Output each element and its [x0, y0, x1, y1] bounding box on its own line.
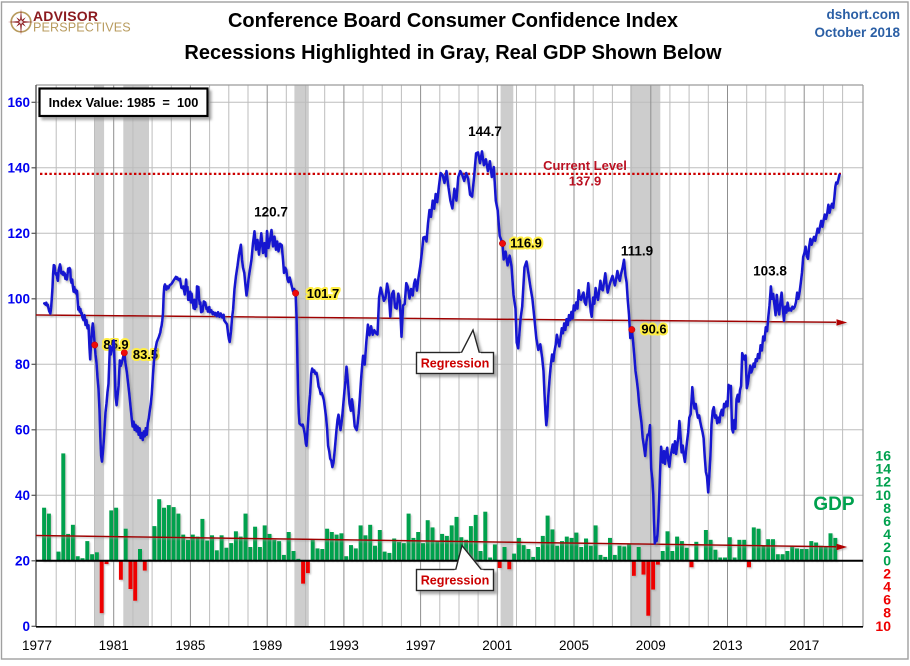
svg-text:20: 20 — [15, 553, 30, 568]
svg-text:101.7: 101.7 — [307, 286, 340, 301]
svg-text:60: 60 — [15, 422, 30, 437]
svg-text:103.8: 103.8 — [753, 264, 787, 279]
svg-text:10: 10 — [875, 618, 891, 634]
svg-text:14: 14 — [875, 461, 891, 477]
svg-text:1997: 1997 — [406, 638, 436, 653]
svg-text:116.9: 116.9 — [510, 236, 542, 251]
svg-text:Current Level: Current Level — [543, 158, 627, 173]
svg-text:Conference Board Consumer Conf: Conference Board Consumer Confidence Ind… — [228, 10, 678, 32]
svg-text:Index Value: 1985 = 100: Index Value: 1985 = 100 — [49, 95, 199, 110]
svg-text:0: 0 — [883, 552, 891, 568]
svg-text:Recessions Highlighted in Gray: Recessions Highlighted in Gray, Real GDP… — [184, 42, 722, 64]
svg-text:2009: 2009 — [636, 638, 666, 653]
svg-text:4: 4 — [883, 579, 891, 595]
svg-text:160: 160 — [7, 95, 30, 110]
svg-text:90.6: 90.6 — [641, 322, 666, 337]
svg-text:October 2018: October 2018 — [814, 25, 900, 40]
svg-text:1989: 1989 — [252, 638, 282, 653]
svg-text:1981: 1981 — [99, 638, 129, 653]
svg-text:120: 120 — [7, 226, 30, 241]
svg-text:83.5: 83.5 — [133, 347, 158, 362]
svg-text:8: 8 — [883, 605, 891, 621]
svg-text:2: 2 — [883, 565, 891, 581]
svg-text:dshort.com: dshort.com — [826, 7, 900, 22]
svg-text:101.7: 101.7 — [307, 286, 340, 301]
svg-text:90.6: 90.6 — [641, 322, 666, 337]
svg-text:6: 6 — [883, 513, 891, 529]
svg-text:137.9: 137.9 — [569, 174, 602, 189]
svg-text:8: 8 — [883, 500, 891, 516]
svg-text:6: 6 — [883, 592, 891, 608]
svg-text:PERSPECTIVES: PERSPECTIVES — [33, 21, 131, 35]
svg-text:1977: 1977 — [22, 638, 52, 653]
svg-text:Regression: Regression — [421, 574, 490, 588]
svg-text:140: 140 — [7, 160, 30, 175]
svg-text:2013: 2013 — [712, 638, 742, 653]
svg-text:2001: 2001 — [482, 638, 512, 653]
svg-text:2: 2 — [883, 539, 891, 555]
svg-text:2017: 2017 — [789, 638, 819, 653]
svg-text:116.9: 116.9 — [510, 236, 542, 251]
svg-text:Regression: Regression — [421, 357, 490, 371]
svg-text:0: 0 — [22, 619, 30, 634]
svg-text:40: 40 — [15, 488, 30, 503]
svg-text:4: 4 — [883, 526, 891, 542]
svg-text:2005: 2005 — [559, 638, 589, 653]
svg-text:100: 100 — [7, 291, 30, 306]
svg-text:10: 10 — [875, 487, 891, 503]
svg-text:GDP: GDP — [813, 494, 855, 515]
svg-text:ADVISOR: ADVISOR — [33, 8, 98, 24]
svg-text:111.9: 111.9 — [621, 244, 653, 259]
svg-text:16: 16 — [875, 448, 891, 464]
svg-text:12: 12 — [875, 474, 891, 490]
svg-text:80: 80 — [15, 357, 30, 372]
svg-text:144.7: 144.7 — [468, 124, 502, 139]
svg-text:83.5: 83.5 — [133, 347, 158, 362]
svg-text:1993: 1993 — [329, 638, 359, 653]
svg-text:1985: 1985 — [175, 638, 205, 653]
svg-text:120.7: 120.7 — [254, 205, 288, 220]
